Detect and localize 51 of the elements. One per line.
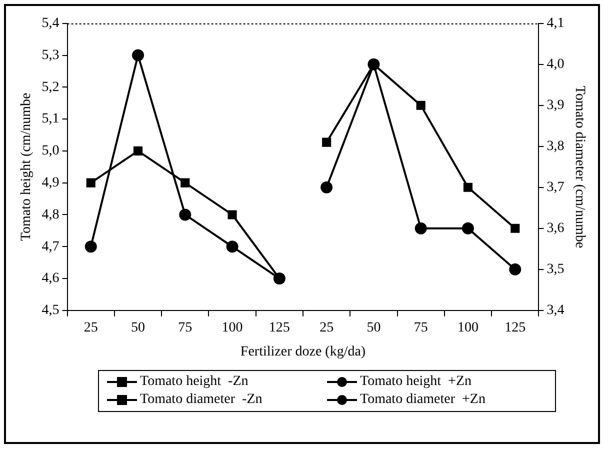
- y-tick-label: 4,5: [42, 303, 60, 318]
- point: [84, 240, 97, 253]
- point: [228, 210, 237, 220]
- y-tick-label: 4,6: [42, 271, 60, 286]
- point: [179, 208, 192, 221]
- y2-tick-label: 3,6: [546, 221, 564, 236]
- x-tick-label: 50: [131, 320, 146, 336]
- y2-tick-label: 3,8: [546, 139, 564, 154]
- y-tick-label: 5,3: [42, 48, 60, 63]
- y2-tick-label: 4,1: [546, 16, 564, 32]
- point: [509, 263, 522, 276]
- legend-label: Tomato diameter +Zn: [360, 392, 486, 408]
- y-tick-label: 4,8: [42, 207, 60, 222]
- y-axis-title: Tomato height (cm/numbe: [19, 92, 34, 242]
- legend-label: Tomato diameter -Zn: [140, 392, 262, 408]
- x-tick-label: 75: [414, 320, 428, 336]
- y-tick-label: 4,9: [42, 176, 60, 191]
- y-tick-label: 4,7: [42, 239, 60, 254]
- x-tick-label: 25: [320, 320, 334, 336]
- point: [414, 222, 427, 234]
- y2-tick-label: 3,7: [546, 180, 564, 196]
- x-tick-label: 25: [84, 320, 98, 336]
- point: [180, 178, 190, 188]
- x-tick-label: 100: [222, 320, 243, 336]
- point: [416, 100, 426, 110]
- point: [226, 240, 238, 253]
- point: [132, 49, 144, 62]
- point: [320, 181, 333, 194]
- legend-label: Tomato height -Zn: [140, 374, 248, 390]
- x-axis-title: Fertilizer doze (kg/da): [240, 344, 366, 360]
- y2-tick-label: 3,4: [546, 303, 564, 318]
- x-tick-label: 125: [268, 320, 290, 336]
- y2-tick-label: 4,0: [546, 57, 564, 72]
- y-tick-label: 5,0: [42, 144, 60, 159]
- point: [86, 178, 96, 188]
- y-tick-label: 5,2: [42, 80, 60, 95]
- x-tick-label: 125: [504, 320, 526, 336]
- y2-tick-label: 3,9: [546, 98, 564, 114]
- point: [462, 222, 474, 234]
- point: [133, 146, 143, 156]
- x-tick-label: 50: [366, 320, 381, 336]
- point: [322, 138, 332, 147]
- point: [463, 182, 473, 192]
- y-tick-label: 5,1: [42, 112, 60, 127]
- point: [510, 224, 520, 233]
- x-tick-label: 75: [178, 320, 192, 336]
- legend-label: Tomato height +Zn: [360, 374, 472, 390]
- x-tick-label: 100: [457, 320, 478, 336]
- y-tick-label: 5,4: [42, 16, 60, 32]
- y2-tick-label: 3,5: [546, 262, 564, 278]
- y2-axis-title: Tomato diameter (cm/numbe: [572, 86, 587, 248]
